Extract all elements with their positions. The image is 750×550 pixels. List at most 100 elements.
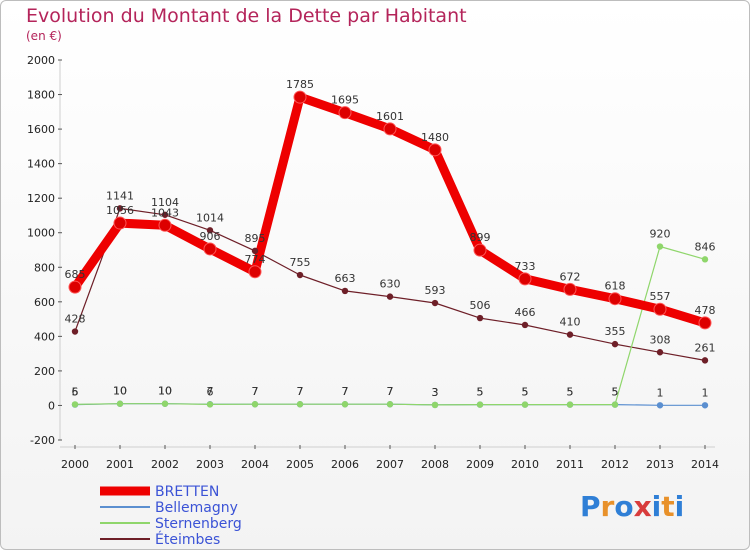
data-label-2: 7: [342, 385, 349, 398]
series-lines: [70, 92, 710, 406]
data-label-0: 733: [515, 260, 536, 273]
logo-letter: o: [614, 490, 633, 523]
data-label-2: 5: [477, 386, 484, 399]
data-label-1: 5: [567, 386, 574, 399]
x-tick-label: 2014: [691, 458, 719, 471]
data-label-0: 1056: [106, 204, 134, 217]
x-tick-label: 2008: [421, 458, 449, 471]
x-tick-label: 2007: [376, 458, 404, 471]
data-label-1: 5: [477, 386, 484, 399]
data-label-0: 1695: [331, 94, 359, 107]
y-tick-label: 2000: [27, 54, 55, 67]
x-tick-label: 2006: [331, 458, 359, 471]
series-point-0: [608, 292, 622, 306]
axes: -200 0 200 400 600 800 1000 1200 1400 1600 1800 200…: [27, 54, 719, 471]
series-point-2: [476, 401, 484, 408]
series-point-2: [431, 401, 439, 409]
series-point-2: [386, 401, 394, 408]
series-point-2: [566, 401, 574, 408]
series-point-2: [251, 401, 259, 408]
y-tick-label: 1200: [27, 192, 55, 205]
series-point-3: [386, 293, 394, 300]
x-tick-label: 2011: [556, 458, 584, 471]
logo-letter: r: [601, 490, 615, 523]
y-tick-label: 200: [34, 365, 55, 378]
data-label-0: 618: [605, 280, 626, 293]
data-label-1: 7: [387, 385, 394, 398]
data-label-0: 1480: [421, 131, 449, 144]
data-label-2: 920: [650, 228, 671, 241]
data-label-2: 7: [252, 385, 259, 398]
data-label-0: 1043: [151, 206, 179, 219]
series-point-3: [341, 287, 349, 295]
data-label-1: 7: [342, 385, 349, 398]
data-label-3: 1104: [151, 196, 179, 209]
x-tick-label: 2009: [466, 458, 494, 471]
logo-letter: x: [634, 490, 652, 523]
y-tick-label: 600: [34, 296, 55, 309]
data-label-3: 663: [335, 272, 356, 285]
series-point-1: [656, 402, 664, 409]
series-point-0: [293, 90, 307, 104]
data-label-1: 1: [657, 386, 664, 399]
series-point-2: [701, 256, 709, 263]
series-point-3: [611, 340, 619, 348]
logo-letter: t: [661, 490, 674, 523]
series-point-3: [206, 227, 214, 234]
series-point-0: [248, 265, 262, 279]
data-label-3: 1141: [106, 189, 134, 202]
data-label-2: 6: [207, 385, 214, 398]
series-point-0: [113, 216, 127, 230]
proxiti-logo: Proxiti: [580, 490, 684, 523]
series-point-2: [656, 243, 664, 250]
data-label-1: 5: [72, 386, 79, 399]
data-label-1: 5: [612, 386, 619, 399]
series-point-2: [206, 401, 214, 408]
data-label-0: 685: [65, 268, 86, 281]
series-point-3: [476, 314, 484, 322]
data-label-1: 1: [702, 386, 709, 399]
series-point-0: [428, 143, 442, 157]
chart-unit: (en €): [26, 29, 62, 43]
data-label-1: 7: [252, 385, 259, 398]
data-label-1: 10: [113, 385, 127, 398]
y-tick-label: 800: [34, 261, 55, 274]
data-label-1: 10: [158, 385, 172, 398]
data-label-2: 10: [113, 385, 127, 398]
series-point-0: [518, 272, 532, 286]
data-label-2: 3: [432, 386, 439, 399]
series-point-0: [158, 218, 172, 232]
series-point-0: [473, 243, 487, 257]
series-point-1: [701, 402, 709, 409]
data-label-3: 428: [65, 313, 86, 326]
x-tick-label: 2005: [286, 458, 314, 471]
series-point-0: [338, 106, 352, 120]
data-label-1: 3: [432, 386, 439, 399]
logo-letter: P: [580, 490, 601, 523]
series-point-2: [341, 401, 349, 408]
series-point-2: [611, 401, 619, 408]
legend-label: Éteimbes: [155, 531, 220, 548]
legend-label: Sternenberg: [155, 516, 242, 532]
series-point-0: [203, 242, 217, 256]
x-tick-label: 2001: [106, 458, 134, 471]
series-point-3: [701, 357, 709, 364]
data-label-3: 410: [560, 316, 581, 329]
data-label-3: 506: [470, 299, 491, 312]
x-tick-label: 2004: [241, 458, 269, 471]
data-label-0: 478: [695, 304, 716, 317]
x-tick-label: 2010: [511, 458, 539, 471]
data-label-2: 5: [522, 386, 529, 399]
x-tick-label: 2002: [151, 458, 179, 471]
y-tick-label: 1800: [27, 89, 55, 102]
series-point-0: [698, 316, 712, 330]
series-point-0: [563, 282, 577, 296]
series-points: [68, 90, 712, 409]
series-point-2: [521, 401, 529, 408]
data-label-0: 557: [650, 290, 671, 303]
logo-letter: i: [652, 490, 662, 523]
y-tick-label: 1600: [27, 123, 55, 136]
